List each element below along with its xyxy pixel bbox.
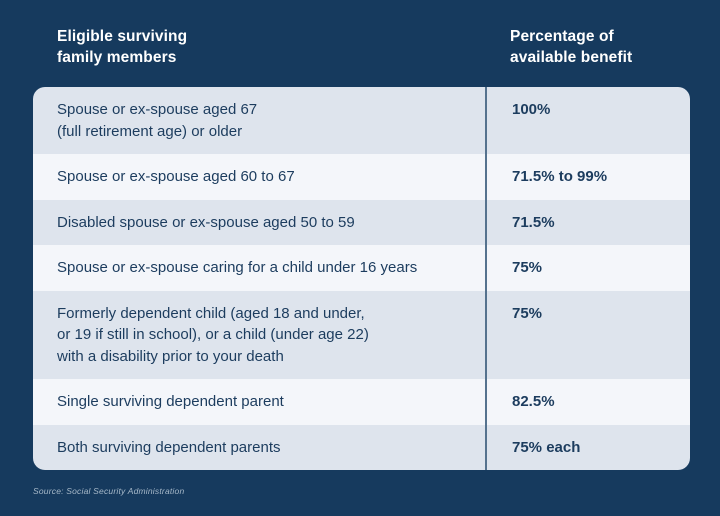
row-label: Both surviving dependent parents: [57, 438, 281, 456]
row-label: Disabled spouse or ex-spouse aged 50 to …: [57, 213, 355, 231]
header-eligible-members: Eligible surviving family members: [57, 28, 188, 66]
table-row: Spouse or ex-spouse aged 67 (full retire…: [33, 87, 690, 154]
header-percentage-benefit: Percentage of available benefit: [510, 28, 633, 66]
row-value: 71.5% to 99%: [485, 154, 690, 200]
table-row: Formerly dependent child (aged 18 and un…: [33, 290, 690, 379]
row-value: 71.5%: [485, 199, 690, 245]
row-label: Spouse or ex-spouse aged 60 to 67: [57, 168, 295, 185]
table-row: Spouse or ex-spouse caring for a child u…: [33, 245, 690, 291]
benefits-table: Spouse or ex-spouse aged 67 (full retire…: [33, 87, 690, 470]
row-value: 75%: [485, 290, 690, 379]
row-label: Spouse or ex-spouse caring for a child u…: [57, 259, 418, 276]
table-row: Disabled spouse or ex-spouse aged 50 to …: [33, 199, 690, 245]
table-row: Both surviving dependent parents 75% eac…: [33, 424, 690, 470]
table-header: Eligible surviving family members Percen…: [33, 26, 690, 68]
row-value: 75% each: [485, 424, 690, 470]
row-value: 100%: [485, 87, 690, 154]
row-value: 75%: [485, 245, 690, 291]
row-label: Formerly dependent child (aged 18 and un…: [57, 304, 369, 365]
row-value: 82.5%: [485, 379, 690, 425]
row-label: Single surviving dependent parent: [57, 393, 284, 410]
table-row: Spouse or ex-spouse aged 60 to 67 71.5% …: [33, 154, 690, 200]
source-attribution: Source: Social Security Administration: [33, 486, 185, 496]
table-row: Single surviving dependent parent 82.5%: [33, 379, 690, 425]
row-label: Spouse or ex-spouse aged 67 (full retire…: [57, 101, 258, 140]
